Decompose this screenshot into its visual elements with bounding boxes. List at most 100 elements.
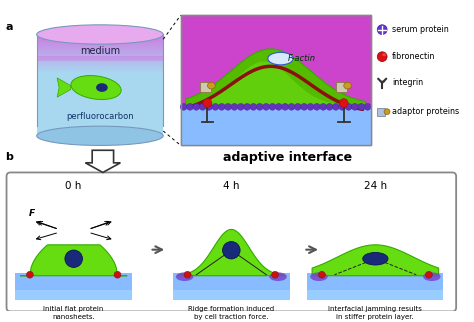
Circle shape — [231, 103, 238, 110]
Bar — [36, 40, 163, 41]
Text: serum protein: serum protein — [392, 25, 449, 34]
Bar — [36, 58, 163, 60]
Ellipse shape — [208, 82, 215, 89]
Circle shape — [269, 103, 276, 110]
FancyBboxPatch shape — [200, 82, 211, 92]
Text: b: b — [6, 152, 13, 162]
Bar — [15, 290, 132, 300]
Text: Ridge formation induced
by cell traction force.: Ridge formation induced by cell traction… — [188, 306, 274, 320]
Circle shape — [219, 103, 225, 110]
Bar — [36, 71, 163, 72]
Bar — [15, 273, 132, 300]
Circle shape — [114, 271, 121, 278]
Circle shape — [199, 103, 206, 110]
Circle shape — [180, 103, 187, 110]
Circle shape — [244, 103, 250, 110]
Polygon shape — [186, 62, 365, 105]
Bar — [36, 37, 163, 38]
Ellipse shape — [384, 109, 390, 115]
Text: adaptor proteins: adaptor proteins — [392, 107, 459, 116]
Ellipse shape — [344, 82, 352, 89]
Polygon shape — [85, 150, 120, 173]
Bar — [36, 35, 163, 36]
Bar — [36, 44, 163, 45]
Bar — [36, 65, 163, 66]
Circle shape — [339, 99, 348, 107]
Bar — [36, 66, 163, 67]
Bar — [36, 61, 163, 62]
Circle shape — [345, 103, 352, 110]
Circle shape — [256, 103, 263, 110]
Circle shape — [187, 103, 193, 110]
Circle shape — [426, 271, 432, 278]
Ellipse shape — [382, 53, 386, 56]
Bar — [36, 50, 163, 51]
Bar — [36, 64, 163, 65]
Text: Initial flat protein
nanosheets.: Initial flat protein nanosheets. — [44, 306, 104, 320]
Bar — [36, 49, 163, 50]
Circle shape — [225, 103, 231, 110]
Text: 4 h: 4 h — [223, 181, 239, 191]
Circle shape — [65, 250, 82, 268]
Circle shape — [319, 271, 325, 278]
Ellipse shape — [363, 252, 388, 265]
Bar — [36, 54, 163, 56]
Text: F: F — [29, 209, 35, 218]
Bar — [36, 34, 163, 136]
Ellipse shape — [377, 25, 387, 34]
Bar — [173, 273, 290, 300]
Text: 0 h: 0 h — [65, 181, 82, 191]
Circle shape — [27, 271, 33, 278]
Bar — [181, 15, 371, 146]
Polygon shape — [186, 49, 365, 105]
Bar — [36, 52, 163, 54]
Bar — [36, 48, 163, 49]
Polygon shape — [312, 245, 438, 276]
Circle shape — [307, 103, 314, 110]
Circle shape — [313, 103, 320, 110]
Circle shape — [364, 103, 371, 110]
FancyBboxPatch shape — [7, 173, 456, 311]
Bar — [36, 39, 163, 40]
Bar — [36, 41, 163, 42]
Circle shape — [301, 103, 308, 110]
Bar — [36, 67, 163, 68]
Bar — [36, 52, 163, 53]
Circle shape — [275, 103, 282, 110]
Circle shape — [358, 103, 365, 110]
Ellipse shape — [423, 272, 440, 281]
Text: F-actin: F-actin — [288, 54, 316, 63]
Text: integrin: integrin — [392, 78, 423, 87]
Polygon shape — [178, 229, 285, 276]
FancyBboxPatch shape — [337, 82, 347, 92]
Text: adaptive interface: adaptive interface — [223, 150, 352, 164]
Text: medium: medium — [80, 46, 120, 56]
Bar — [181, 105, 371, 146]
Bar — [36, 60, 163, 62]
Circle shape — [212, 103, 219, 110]
Circle shape — [352, 103, 358, 110]
Bar — [181, 15, 371, 146]
Polygon shape — [57, 78, 71, 97]
Bar — [307, 290, 444, 300]
Bar — [36, 53, 163, 55]
Bar — [36, 34, 163, 35]
Circle shape — [332, 103, 339, 110]
Bar — [36, 51, 163, 52]
Circle shape — [237, 103, 244, 110]
Text: 24 h: 24 h — [364, 181, 387, 191]
Ellipse shape — [310, 272, 328, 281]
Bar — [36, 57, 163, 59]
Bar — [36, 55, 163, 57]
Text: fibronectin: fibronectin — [392, 52, 435, 61]
Bar — [173, 290, 290, 300]
Circle shape — [184, 271, 191, 278]
Circle shape — [223, 242, 240, 259]
Circle shape — [203, 99, 212, 107]
Ellipse shape — [269, 272, 287, 281]
Circle shape — [282, 103, 289, 110]
Bar — [36, 70, 163, 71]
Bar — [36, 72, 163, 73]
Ellipse shape — [36, 126, 163, 146]
Circle shape — [272, 271, 279, 278]
